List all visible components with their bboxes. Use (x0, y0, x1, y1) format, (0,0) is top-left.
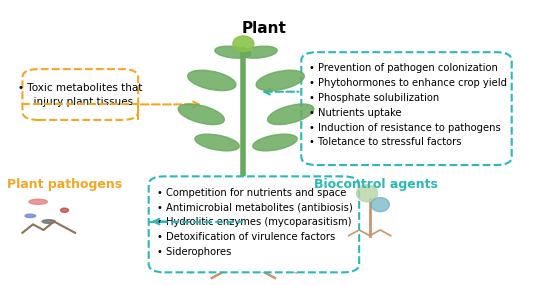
Ellipse shape (256, 70, 304, 91)
Text: • Prevention of pathogen colonization
• Phytohormones to enhance crop yield
• Ph: • Prevention of pathogen colonization • … (309, 64, 507, 147)
Ellipse shape (233, 36, 254, 52)
Ellipse shape (268, 104, 314, 125)
FancyBboxPatch shape (23, 69, 138, 120)
Ellipse shape (195, 134, 239, 151)
Ellipse shape (356, 185, 377, 202)
FancyBboxPatch shape (301, 52, 512, 165)
Ellipse shape (188, 70, 236, 91)
Text: Plant pathogens: Plant pathogens (7, 178, 122, 191)
Ellipse shape (25, 214, 36, 217)
Text: • Competition for nutrients and space
• Antimicrobial metabolites (antibiosis)
•: • Competition for nutrients and space • … (157, 188, 353, 257)
Ellipse shape (215, 46, 251, 58)
Text: Plant: Plant (242, 21, 287, 36)
Ellipse shape (241, 46, 277, 58)
Ellipse shape (178, 104, 224, 125)
FancyBboxPatch shape (148, 176, 359, 272)
Ellipse shape (29, 199, 47, 204)
Ellipse shape (371, 198, 389, 212)
Ellipse shape (42, 220, 56, 223)
Text: Biocontrol agents: Biocontrol agents (315, 178, 438, 191)
Ellipse shape (253, 134, 297, 151)
Text: • Toxic metabolites that
  injury plant tissues: • Toxic metabolites that injury plant ti… (18, 83, 142, 107)
Ellipse shape (60, 208, 68, 212)
